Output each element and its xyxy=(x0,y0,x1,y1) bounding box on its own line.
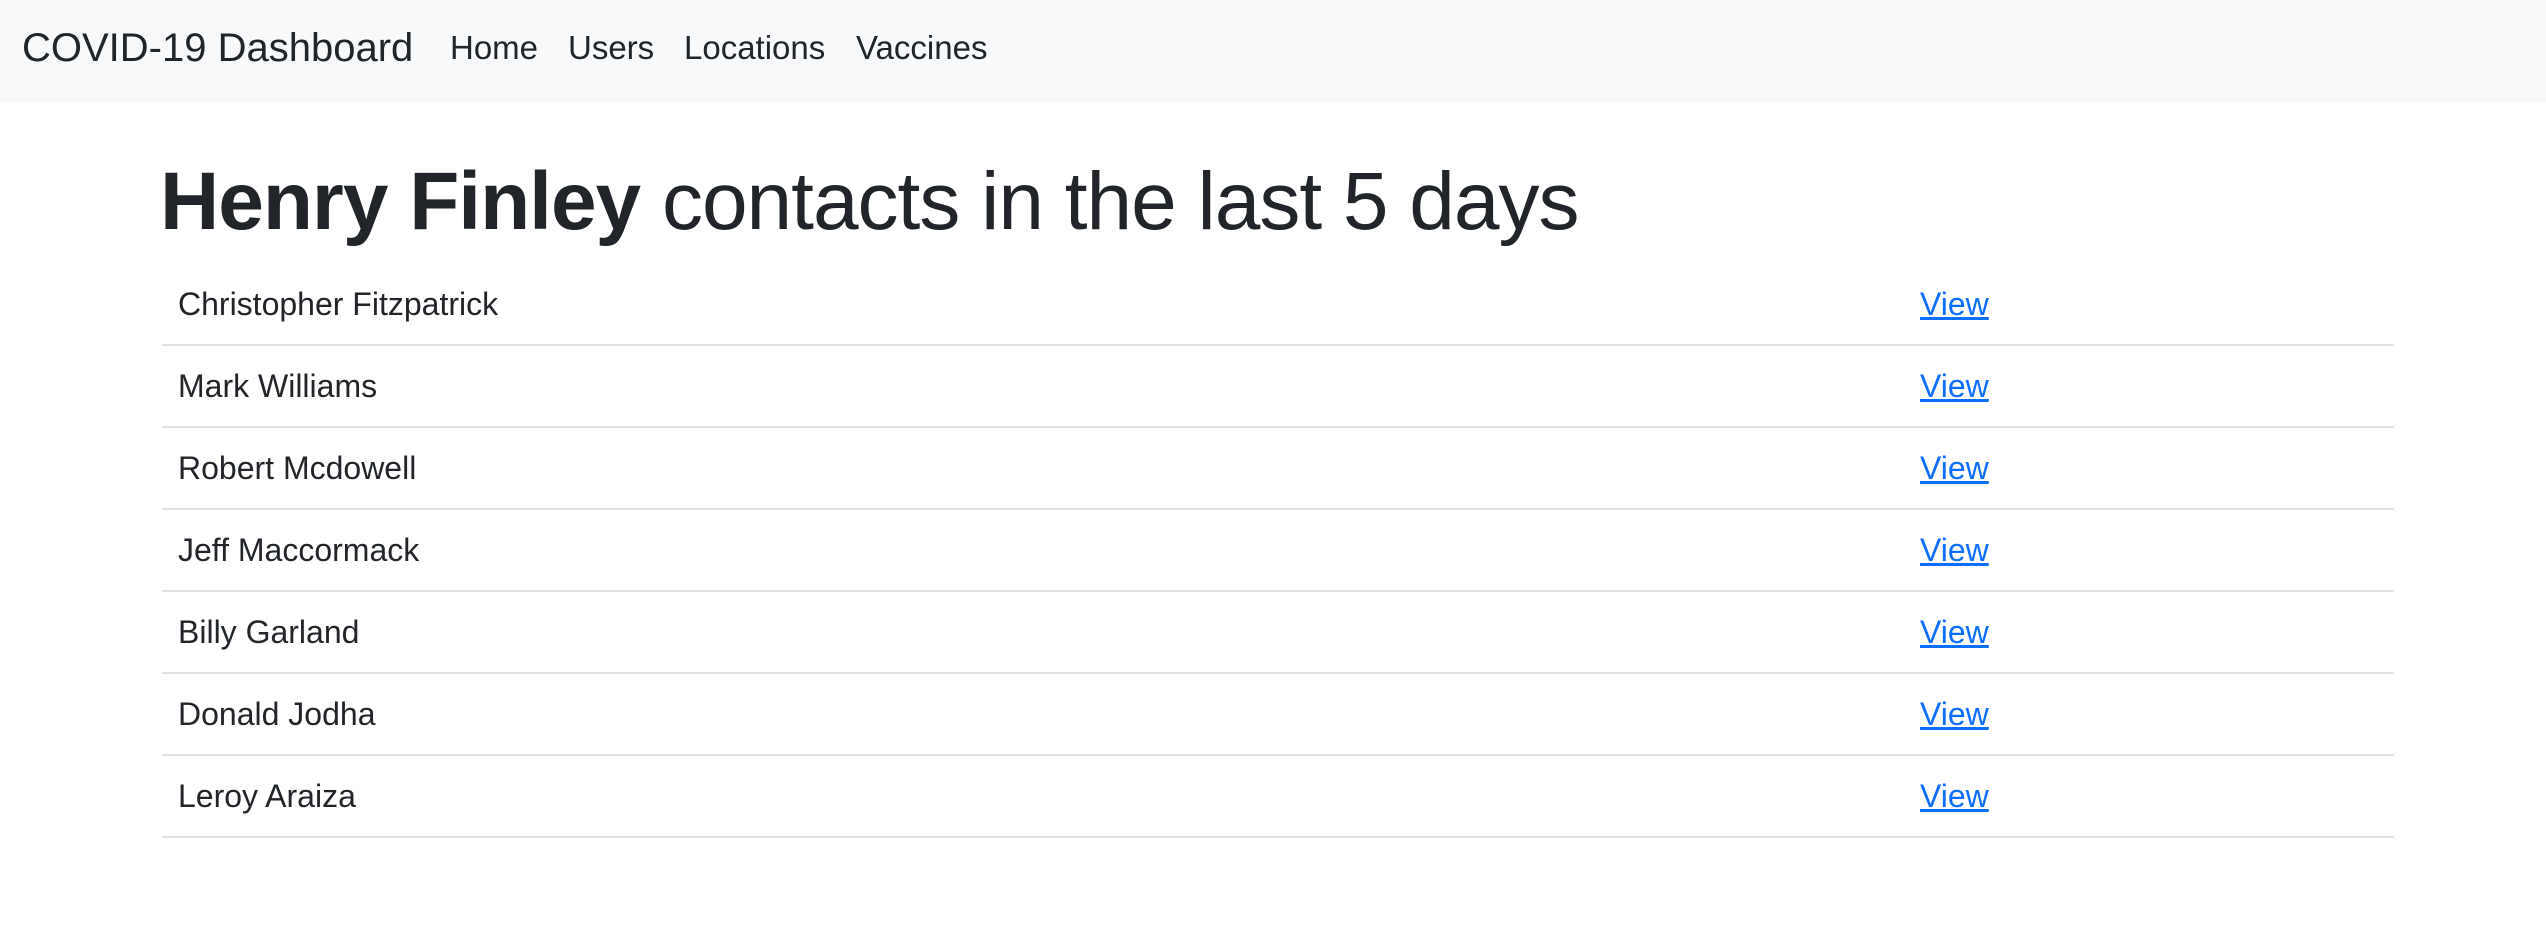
contact-row: Billy Garland View xyxy=(162,592,2394,674)
view-contact-link[interactable]: View xyxy=(1920,696,1989,732)
view-contact-link[interactable]: View xyxy=(1920,286,1989,322)
contacts-list: Christopher Fitzpatrick View Mark Willia… xyxy=(162,264,2394,838)
contact-name: Donald Jodha xyxy=(178,696,376,732)
contact-name: Robert Mcdowell xyxy=(178,450,417,486)
contact-row: Jeff Maccormack View xyxy=(162,510,2394,592)
nav-link-users[interactable]: Users xyxy=(568,29,655,66)
page-title-suffix: contacts in the last 5 days xyxy=(640,156,1580,247)
nav-link-home[interactable]: Home xyxy=(450,29,539,66)
contact-row: Christopher Fitzpatrick View xyxy=(162,264,2394,346)
contact-name: Leroy Araiza xyxy=(178,778,356,814)
view-contact-link[interactable]: View xyxy=(1920,368,1989,404)
nav-link-locations[interactable]: Locations xyxy=(684,29,826,66)
contact-row: Robert Mcdowell View xyxy=(162,428,2394,510)
contact-name: Jeff Maccormack xyxy=(178,532,420,568)
view-contact-link[interactable]: View xyxy=(1920,778,1989,814)
navbar-brand[interactable]: COVID-19 Dashboard xyxy=(22,26,414,70)
nav-link-vaccines[interactable]: Vaccines xyxy=(856,29,988,66)
page-title-person-name: Henry Finley xyxy=(160,156,641,247)
contact-name: Billy Garland xyxy=(178,614,360,650)
top-navbar: COVID-19 Dashboard Home Users Locations … xyxy=(0,0,2546,103)
contact-name: Christopher Fitzpatrick xyxy=(178,286,499,322)
view-contact-link[interactable]: View xyxy=(1920,614,1989,650)
contact-row: Mark Williams View xyxy=(162,346,2394,428)
contact-name: Mark Williams xyxy=(178,368,378,404)
page-title: Henry Finley contacts in the last 5 days xyxy=(160,150,1580,254)
view-contact-link[interactable]: View xyxy=(1920,532,1989,568)
view-contact-link[interactable]: View xyxy=(1920,450,1989,486)
contact-row: Donald Jodha View xyxy=(162,674,2394,756)
contact-row: Leroy Araiza View xyxy=(162,756,2394,838)
